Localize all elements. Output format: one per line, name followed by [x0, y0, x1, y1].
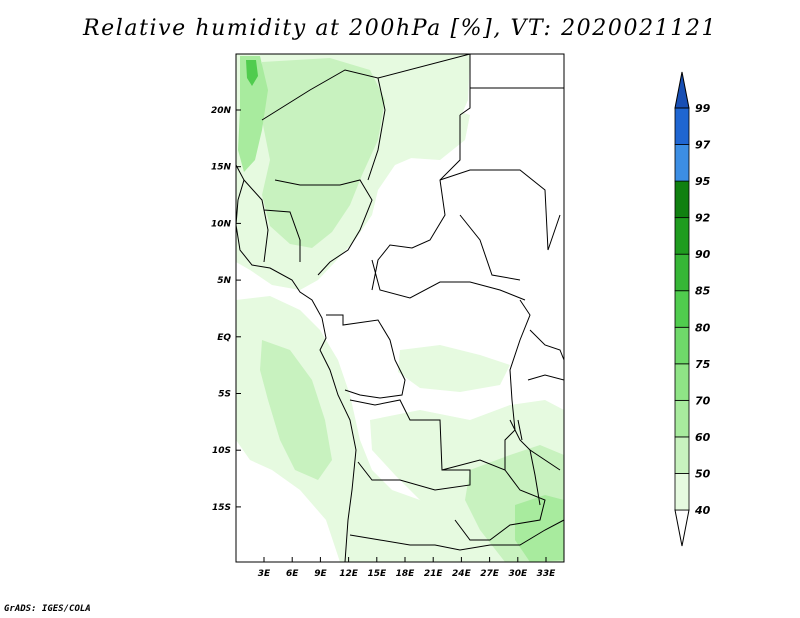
colorbar-swatch: [674, 253, 690, 292]
lon-tick-label: 15E: [367, 569, 387, 579]
humidity-area-congo: [398, 345, 510, 392]
border-southern: [349, 519, 564, 551]
lat-tick-label: 5N: [217, 276, 231, 286]
colorbar-level-label: 90: [695, 248, 711, 261]
colorbar-swatch: [674, 290, 690, 328]
lat-tick-label: 20N: [211, 106, 232, 116]
lakes-east: [517, 419, 541, 506]
lon-tick-label: 18E: [396, 569, 416, 579]
colorbar-level-label: 50: [695, 467, 711, 480]
lon-tick-label: 6E: [286, 569, 299, 579]
lat-tick-label: EQ: [217, 333, 231, 343]
colorbar-swatch: [674, 399, 690, 438]
lon-tick-label: 9E: [314, 569, 327, 579]
lat-tick-label: 10S: [212, 446, 231, 456]
lat-tick-label: 5S: [218, 390, 231, 400]
colorbar-swatch: [674, 217, 690, 255]
colorbar-level-label: 75: [695, 358, 711, 371]
map-frame: [235, 53, 565, 563]
humidity-area-southeast-strong: [515, 495, 564, 562]
colorbar-level-label: 70: [695, 394, 711, 407]
colorbar-level-label: 85: [695, 285, 711, 298]
humidity-area-northeast: [400, 105, 470, 160]
country-borders: [236, 54, 564, 562]
lat-tick-label: 15N: [211, 163, 232, 173]
colorbar-swatch: [674, 180, 690, 219]
lon-tick-label: 30E: [508, 569, 528, 579]
border-sudan: [439, 169, 561, 281]
colorbar-swatch: [674, 326, 690, 365]
lon-tick-label: 24E: [452, 569, 472, 579]
latitude-axis: 20N 15N 10N 5N EQ 5S 10S 15S: [211, 106, 241, 513]
colorbar-level-label: 97: [695, 139, 711, 152]
longitude-axis: 3E 6E 9E 12E 15E 18E 21E 24E 27E 30E 33E: [258, 557, 556, 579]
colorbar-level-label: 40: [694, 504, 711, 517]
lon-tick-label: 27E: [480, 569, 500, 579]
humidity-area-north-mid: [262, 58, 385, 248]
colorbar-level-label: 99: [695, 102, 711, 115]
border-westafrica: [243, 179, 301, 263]
border-zambia: [441, 459, 546, 541]
colorbar-swatch: [674, 107, 690, 145]
lon-tick-label: 21E: [424, 569, 444, 579]
border-congo: [326, 314, 406, 399]
grads-credit: GrADS: IGES/COLA: [4, 604, 91, 614]
lon-tick-label: 33E: [537, 569, 557, 579]
colorbar-level-label: 92: [695, 212, 711, 225]
colorbar: 40 50 60 70 75 80 85 90 92 95 97 99: [674, 71, 711, 547]
lon-tick-label: 3E: [258, 569, 271, 579]
colorbar-level-label: 60: [695, 431, 711, 444]
colorbar-swatch: [674, 144, 690, 182]
humidity-area-north-strong: [238, 56, 268, 172]
colorbar-swatch: [674, 473, 690, 511]
humidity-area-southwest-mid: [260, 340, 332, 480]
humidity-area-peak: [246, 60, 258, 86]
border-libya-egypt: [469, 54, 564, 108]
border-kenya-tanzania: [527, 329, 564, 381]
colorbar-swatch: [674, 363, 690, 401]
lat-tick-label: 15S: [212, 503, 231, 513]
map-title: Relative humidity at 200hPa [%], VT: 202…: [82, 16, 718, 41]
border-cameroon-car: [371, 259, 526, 301]
colorbar-min-arrow: [674, 509, 690, 547]
colorbar-level-label: 80: [695, 321, 711, 334]
border-drc-east: [504, 299, 531, 470]
border-chad: [371, 115, 461, 291]
humidity-shading: [236, 54, 564, 562]
lat-tick-label: 10N: [211, 219, 232, 229]
colorbar-max-arrow: [674, 71, 690, 109]
map-panel: 20N 15N 10N 5N EQ 5S 10S 15S 3E 6E 9E 12E 15E 18E 21E…: [211, 53, 565, 579]
border-nigeria: [274, 179, 373, 276]
colorbar-level-label: 95: [695, 175, 711, 188]
lon-tick-label: 12E: [339, 569, 359, 579]
colorbar-swatch: [674, 436, 690, 474]
border-angola: [349, 399, 471, 491]
coastline-west: [236, 164, 357, 562]
